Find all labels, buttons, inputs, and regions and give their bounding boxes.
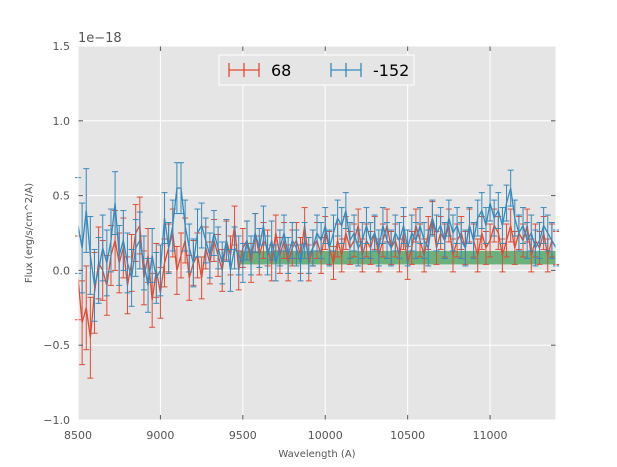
y-tick-label: 1.0 [53, 115, 71, 128]
legend-entry-2: -152 [330, 61, 409, 80]
x-tick-label: 10000 [308, 429, 343, 442]
y-tick-label: 0.5 [53, 190, 71, 203]
legend-label: -152 [373, 61, 409, 80]
x-tick-label: 11000 [473, 429, 508, 442]
x-axis-label: Wavelength (A) [278, 449, 355, 460]
series-layer [75, 162, 559, 379]
y-axis-label: Flux (erg/s/cm^2/A) [24, 183, 35, 283]
legend: 68 -152 [218, 54, 415, 86]
ticks: 8500 9000 9500 10000 10500 11000 −1.0 −0.5 0.0 0.… [43, 40, 557, 442]
series-2 [75, 162, 559, 322]
legend-label: 68 [271, 61, 291, 80]
y-tick-label: −0.5 [43, 339, 70, 352]
x-tick-label: 9000 [146, 429, 174, 442]
legend-entry-1: 68 [228, 61, 291, 80]
x-tick-label: 8500 [64, 429, 92, 442]
plot-frame [77, 45, 557, 421]
y-offset-label: 1e−18 [78, 31, 122, 46]
y-tick-label: 0.0 [53, 264, 71, 277]
series-line [77, 187, 557, 286]
y-tick-label: 1.5 [53, 40, 71, 53]
x-tick-label: 10500 [390, 429, 425, 442]
y-tick-label: −1.0 [43, 414, 70, 427]
x-tick-label: 9500 [229, 429, 257, 442]
